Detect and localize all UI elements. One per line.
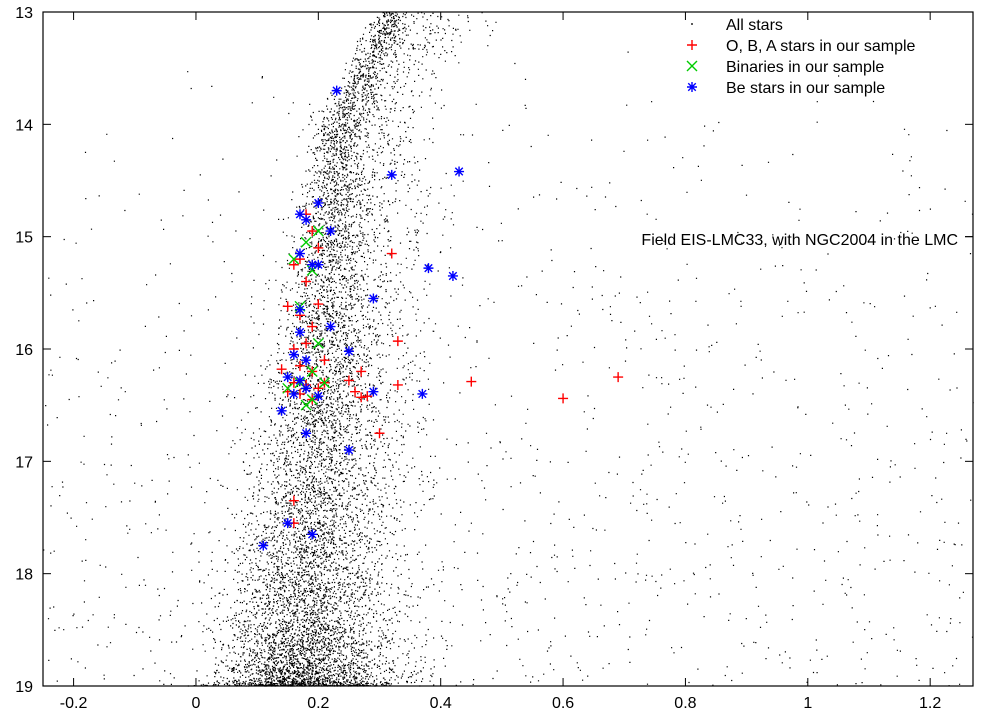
data-point xyxy=(558,393,569,404)
data-point xyxy=(301,276,312,287)
legend-label: Binaries in our sample xyxy=(726,59,884,76)
data-point xyxy=(294,360,305,371)
data-point xyxy=(313,299,324,310)
data-point xyxy=(343,445,354,456)
y-tick-label: 16 xyxy=(15,342,33,359)
x-tick-label: 0 xyxy=(192,695,201,712)
data-point xyxy=(282,372,293,383)
y-tick-label: 19 xyxy=(15,679,33,696)
y-tick-label: 15 xyxy=(15,230,33,247)
legend-label: O, B, A stars in our sample xyxy=(726,38,916,55)
data-point xyxy=(307,259,318,270)
data-point xyxy=(301,383,312,394)
data-point xyxy=(325,321,336,332)
data-point xyxy=(300,236,312,248)
data-point xyxy=(343,375,354,386)
data-point xyxy=(350,386,361,397)
data-point xyxy=(306,365,318,377)
data-point xyxy=(294,304,305,315)
y-tick-label: 14 xyxy=(15,117,33,134)
data-point xyxy=(392,336,403,347)
data-point xyxy=(301,355,312,366)
data-point xyxy=(386,169,397,180)
data-point xyxy=(331,85,342,96)
data-point xyxy=(325,226,336,237)
data-point xyxy=(307,321,318,332)
sample-markers xyxy=(258,85,624,551)
data-point xyxy=(300,399,312,411)
data-point xyxy=(454,166,465,177)
data-point xyxy=(362,391,373,402)
data-point xyxy=(294,327,305,338)
data-point xyxy=(466,376,477,387)
data-point xyxy=(288,495,299,506)
data-point xyxy=(356,366,367,377)
y-tick-label: 17 xyxy=(15,454,33,471)
x-tick-label: 1.2 xyxy=(919,695,941,712)
legend-marker xyxy=(687,82,697,92)
y-tick-label: 13 xyxy=(15,5,33,22)
data-point xyxy=(613,372,624,383)
legend-dot-marker xyxy=(691,23,693,25)
legend-marker xyxy=(687,40,697,50)
data-point xyxy=(313,391,324,402)
data-point xyxy=(313,259,324,270)
data-point xyxy=(294,375,305,386)
data-point xyxy=(301,428,312,439)
data-point xyxy=(276,405,287,416)
legend-marker xyxy=(686,60,698,72)
data-point xyxy=(288,259,299,270)
data-point xyxy=(374,428,385,439)
data-point xyxy=(313,242,324,253)
x-tick-label: 0.2 xyxy=(307,695,329,712)
data-point xyxy=(368,386,379,397)
data-point xyxy=(282,518,293,529)
data-point xyxy=(343,346,354,357)
data-point xyxy=(312,225,324,237)
data-point xyxy=(318,377,330,389)
data-point xyxy=(288,388,299,399)
y-tick-label: 18 xyxy=(15,567,33,584)
x-tick-label: -0.2 xyxy=(60,695,88,712)
data-point xyxy=(301,338,312,349)
data-point xyxy=(447,270,458,281)
data-point xyxy=(301,214,312,225)
data-point xyxy=(294,248,305,259)
data-point xyxy=(356,392,367,403)
legend: All stars O, B, A stars in our sample Bina… xyxy=(686,17,916,97)
legend-label: Be stars in our sample xyxy=(726,80,885,97)
axes: -0.2 0 0.2 0.4 0.6 0.8 1 1.2 13 14 15 16 17 18 19 xyxy=(15,5,974,712)
x-tick-label: 1 xyxy=(803,695,812,712)
data-point xyxy=(368,293,379,304)
x-tick-label: 0.6 xyxy=(552,695,574,712)
x-tick-label: 0.8 xyxy=(674,695,696,712)
series-3-markers xyxy=(258,85,465,551)
data-point xyxy=(288,349,299,360)
data-point xyxy=(276,364,287,375)
data-point xyxy=(417,388,428,399)
data-point xyxy=(282,301,293,312)
data-point xyxy=(386,248,397,259)
field-annotation: Field EIS-LMC33, with NGC2004 in the LMC xyxy=(641,232,958,249)
data-point xyxy=(258,540,269,551)
data-point xyxy=(313,197,324,208)
x-tick-label: 0.4 xyxy=(430,695,452,712)
legend-label: All stars xyxy=(726,17,783,34)
data-point xyxy=(423,263,434,274)
data-point xyxy=(312,337,324,349)
data-point xyxy=(319,355,330,366)
data-point xyxy=(307,529,318,540)
data-point xyxy=(392,379,403,390)
data-point xyxy=(294,209,305,220)
data-point xyxy=(307,226,318,237)
